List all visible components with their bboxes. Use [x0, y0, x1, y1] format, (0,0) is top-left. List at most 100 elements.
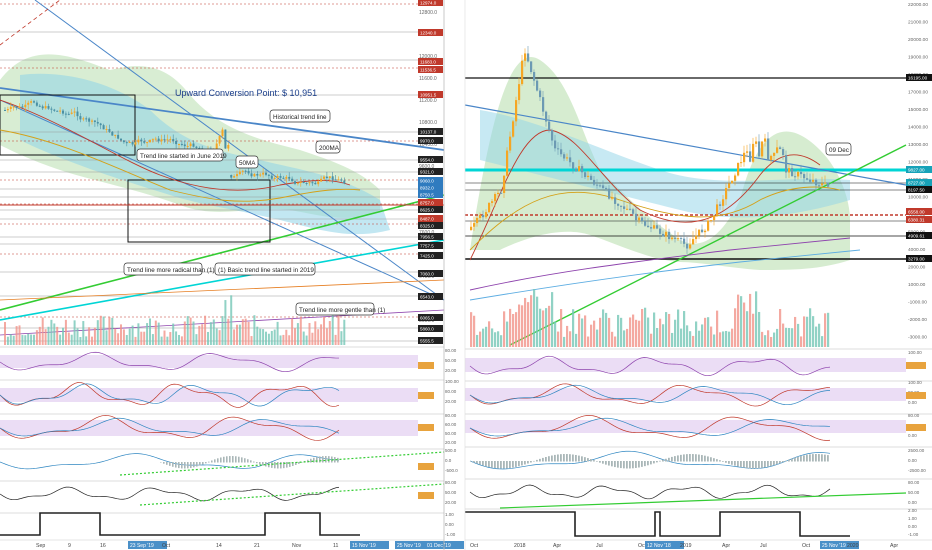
right-xtick-label: Oct: [470, 543, 479, 549]
right-macd-hist: [668, 457, 670, 462]
right-historical-trend: [464, 104, 907, 186]
right-volume-bar: [593, 320, 596, 347]
left-price-tag: [418, 325, 443, 332]
right-candle: [707, 220, 710, 231]
left-price-tag-text: 10951.5: [420, 93, 437, 98]
right-volume-bar: [809, 308, 812, 347]
left-volume-bar: [128, 328, 131, 345]
left-candle: [140, 139, 143, 142]
right-xtick-label: Apr: [553, 543, 561, 549]
right-macd-hist: [773, 461, 775, 466]
left-volume-bar: [114, 328, 117, 345]
left-volume-bar: [134, 336, 137, 345]
right-candle: [488, 202, 491, 213]
left-volume-bar: [221, 316, 224, 345]
right-candle: [761, 141, 764, 157]
left-candle: [99, 123, 102, 126]
left-candle: [44, 106, 47, 109]
right-volume-bar: [545, 308, 548, 347]
right-macd-hist: [524, 461, 526, 465]
left-volume-bar: [180, 336, 183, 345]
right-candle: [788, 168, 791, 173]
right-macd-hist: [545, 456, 547, 462]
left-price-tag: [418, 233, 443, 240]
left-volume-bar: [305, 335, 308, 345]
right-candle: [806, 178, 809, 180]
right-macd-hist: [632, 461, 634, 469]
left-stoch-d: [0, 383, 340, 407]
left-xtick-label: 01 Dec '19: [427, 543, 451, 549]
left-macd-hist: [292, 462, 294, 467]
right-macd-hist: [617, 461, 619, 468]
right-candle: [602, 185, 605, 189]
right-price-tag: [906, 166, 932, 173]
right-rsi-tick: 100.00: [908, 350, 922, 355]
left-candle: [294, 181, 296, 184]
right-macd-hist: [593, 460, 595, 462]
right-volume-bar: [731, 328, 734, 347]
right-candle: [791, 168, 794, 177]
callout-historical-text: Historical trend line: [273, 114, 327, 121]
right-volume-bar: [497, 331, 500, 347]
right-macd-hist: [716, 459, 718, 462]
right-candle: [578, 166, 581, 172]
left-volume-bar: [96, 320, 99, 345]
right-volume-bar: [785, 327, 788, 347]
right-macd-hist: [704, 455, 706, 462]
left-candle: [299, 181, 302, 183]
left-volume-bar: [296, 323, 299, 345]
left-volume-bar: [67, 332, 70, 345]
consolidation-box: [127, 179, 271, 243]
right-macd-hist: [641, 461, 643, 467]
left-price-tag-text: 5860.0: [420, 327, 434, 332]
callout-historical: Historical trend line: [269, 109, 331, 123]
left-price-tag: [418, 199, 443, 206]
left-cci-line: [0, 415, 340, 441]
left-xtick-label: 25 Nov '19: [397, 543, 421, 549]
left-macd-hist: [214, 459, 216, 463]
left-macd-hist: [310, 458, 312, 463]
right-volume-bar: [584, 315, 587, 347]
left-macd-hist: [235, 456, 237, 463]
left-candle: [285, 176, 288, 179]
left-candle: [331, 176, 334, 180]
left-volume-bar: [276, 321, 279, 345]
right-candle: [503, 175, 506, 193]
right-volume-bar: [668, 313, 671, 347]
right-macd-hist: [797, 456, 799, 462]
right-macd-hist: [518, 461, 520, 467]
left-cci-tick: 60.00: [445, 422, 457, 427]
right-candle: [536, 80, 539, 91]
left-volume-bar: [288, 335, 291, 345]
right-macd-hist: [614, 461, 616, 468]
left-xtick-highlight: [425, 541, 464, 549]
right-candle: [821, 183, 824, 186]
left-volume-bar: [186, 316, 189, 345]
left-candle: [180, 143, 183, 145]
left-candle: [131, 141, 134, 145]
right-candle: [815, 179, 818, 186]
left-candle: [291, 178, 294, 182]
left-volume-bar: [143, 331, 146, 345]
right-volume-bar: [620, 317, 623, 347]
right-macd-hist: [755, 461, 757, 469]
left-candle: [236, 174, 238, 177]
left-macd-hist: [271, 462, 273, 468]
right-candle: [683, 238, 686, 244]
right-macd-hist: [563, 454, 565, 462]
left-candle: [47, 106, 50, 109]
right-candle: [515, 100, 518, 122]
left-volume-bar: [85, 336, 88, 345]
right-candle: [608, 188, 611, 199]
left-volume-bar: [79, 336, 82, 345]
right-volume-bar: [503, 311, 506, 347]
left-candle: [38, 105, 41, 107]
left-volume-bar: [140, 331, 143, 345]
right-candle: [827, 182, 830, 187]
left-price-tag: [418, 58, 443, 65]
right-volume-bar: [827, 312, 830, 347]
right-volume-bar: [506, 321, 509, 347]
right-candle: [563, 154, 566, 159]
right-volume-bar: [770, 336, 773, 347]
